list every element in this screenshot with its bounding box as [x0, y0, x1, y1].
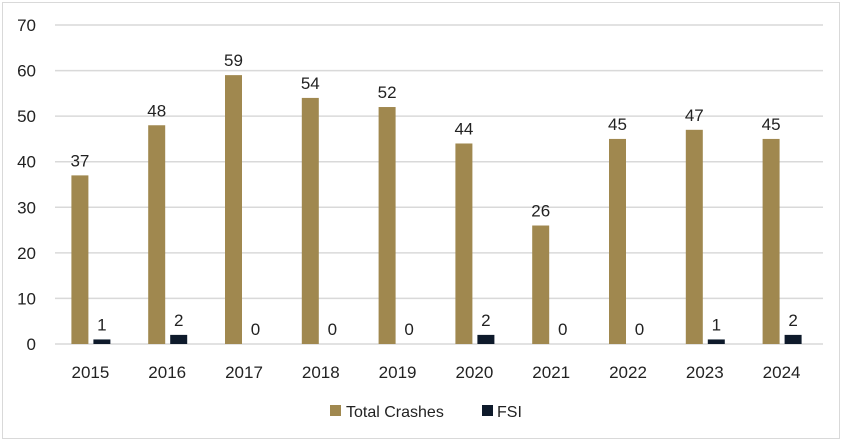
y-tick-label: 60	[17, 62, 36, 81]
bar-total-crashes	[609, 138, 626, 344]
data-label-fsi: 1	[712, 315, 721, 334]
data-label-fsi: 2	[174, 311, 183, 330]
y-tick-label: 10	[17, 289, 36, 308]
x-tick-label: 2021	[532, 363, 570, 382]
x-axis-labels: 2015 2016 2017 2018 2019 2020 2021 2022 2023 2024	[71, 363, 800, 382]
data-label-total-crashes: 47	[685, 106, 704, 125]
data-label-fsi: 0	[251, 320, 260, 339]
data-label-fsi: 0	[558, 320, 567, 339]
data-label-total-crashes: 59	[224, 51, 243, 70]
data-label-total-crashes: 44	[454, 119, 473, 138]
data-label-fsi: 0	[635, 320, 644, 339]
data-label-fsi: 0	[328, 320, 337, 339]
y-tick-label: 40	[17, 153, 36, 172]
x-tick-label: 2016	[148, 363, 186, 382]
legend-label-total-crashes: Total Crashes	[346, 404, 444, 421]
y-axis-labels: 0 10 20 30 40 50 60 70	[17, 16, 36, 354]
y-tick-label: 30	[17, 198, 36, 217]
bars	[71, 75, 802, 345]
data-label-fsi: 1	[97, 315, 106, 334]
bar-total-crashes	[762, 138, 780, 344]
bar-fsi	[170, 334, 188, 344]
x-tick-label: 2020	[455, 363, 493, 382]
x-tick-label: 2018	[302, 363, 340, 382]
bar-total-crashes	[225, 75, 242, 344]
y-tick-label: 0	[27, 335, 36, 354]
data-label-total-crashes: 37	[70, 151, 89, 170]
data-label-total-crashes: 48	[147, 101, 166, 120]
data-label-total-crashes: 52	[378, 83, 397, 102]
bar-fsi	[784, 334, 802, 344]
legend-label-fsi: FSI	[497, 404, 522, 421]
chart-frame	[2, 2, 840, 439]
bar-fsi	[707, 339, 725, 344]
bar-total-crashes	[455, 143, 473, 344]
x-tick-label: 2015	[71, 363, 109, 382]
y-tick-label: 50	[17, 107, 36, 126]
legend-swatch-total-crashes	[330, 405, 341, 416]
legend: Total Crashes FSI	[330, 404, 522, 421]
data-labels: 37 1 48 2 59 0 54 0 52 0 44 2 26 0 45 0 47 1 45 2	[70, 51, 797, 339]
bar-total-crashes	[71, 175, 89, 344]
bar-total-crashes	[685, 129, 703, 344]
data-label-fsi: 0	[404, 320, 413, 339]
data-label-total-crashes: 54	[301, 74, 320, 93]
gridlines	[55, 24, 823, 345]
x-tick-label: 2023	[686, 363, 724, 382]
bar-fsi	[93, 339, 111, 344]
y-tick-label: 20	[17, 244, 36, 263]
data-label-fsi: 2	[481, 311, 490, 330]
data-label-total-crashes: 26	[531, 202, 550, 221]
y-tick-label: 70	[17, 16, 36, 35]
bar-total-crashes	[148, 125, 166, 344]
x-tick-label: 2024	[763, 363, 801, 382]
bar-fsi	[477, 334, 495, 344]
x-tick-label: 2022	[609, 363, 647, 382]
x-tick-label: 2017	[225, 363, 263, 382]
legend-swatch-fsi	[482, 405, 493, 416]
bar-total-crashes	[301, 97, 319, 345]
data-label-total-crashes: 45	[608, 115, 627, 134]
data-label-fsi: 2	[788, 311, 797, 330]
x-tick-label: 2019	[379, 363, 417, 382]
bar-total-crashes	[378, 107, 396, 345]
data-label-total-crashes: 45	[762, 115, 781, 134]
bar-total-crashes	[532, 225, 550, 344]
